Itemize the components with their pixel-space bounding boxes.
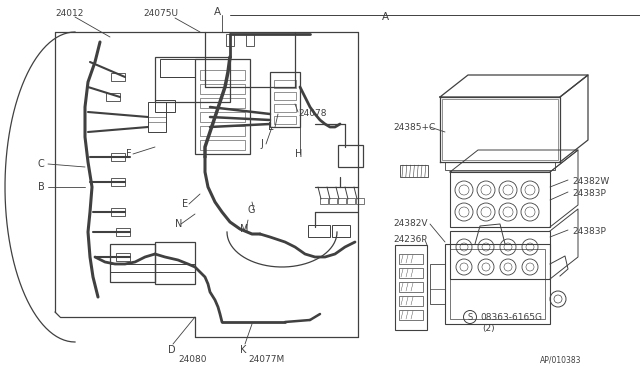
Text: F: F — [126, 149, 132, 159]
Bar — [226, 34, 234, 46]
Bar — [200, 70, 245, 80]
Text: AP/010383: AP/010383 — [540, 356, 582, 365]
Text: 24075U: 24075U — [143, 10, 178, 19]
Text: B: B — [38, 182, 45, 192]
Text: 24080: 24080 — [178, 356, 207, 365]
Text: N: N — [175, 219, 182, 229]
Bar — [274, 104, 296, 112]
Bar — [450, 172, 550, 227]
Bar — [399, 282, 423, 292]
Text: 24382V: 24382V — [393, 219, 428, 228]
Bar — [445, 244, 550, 324]
Bar — [442, 99, 558, 160]
Text: (2): (2) — [482, 324, 495, 333]
Bar — [332, 225, 350, 237]
Text: 24077M: 24077M — [248, 356, 284, 365]
Bar — [200, 84, 245, 94]
Bar — [155, 57, 230, 102]
Bar — [200, 112, 245, 122]
Text: 24382W: 24382W — [572, 177, 609, 186]
Bar — [399, 310, 423, 320]
Text: C: C — [38, 159, 45, 169]
Bar — [270, 72, 300, 127]
Bar — [160, 59, 195, 77]
Bar — [400, 165, 428, 177]
Text: M: M — [240, 224, 248, 234]
Bar — [200, 98, 245, 108]
Text: 24236P: 24236P — [393, 235, 427, 244]
Bar — [356, 198, 364, 204]
Bar — [338, 198, 346, 204]
Bar — [395, 245, 427, 330]
Text: 24385+C: 24385+C — [393, 122, 435, 131]
Text: 24078: 24078 — [298, 109, 326, 119]
Bar — [246, 34, 254, 46]
Text: J: J — [260, 139, 263, 149]
Bar — [111, 73, 125, 81]
Bar — [329, 198, 337, 204]
Bar — [274, 80, 296, 88]
Text: D: D — [168, 345, 175, 355]
Bar — [450, 249, 545, 319]
Bar — [200, 126, 245, 136]
Text: 24012: 24012 — [55, 10, 83, 19]
Bar — [110, 244, 155, 282]
Text: K: K — [240, 345, 246, 355]
Bar — [116, 228, 130, 236]
Bar — [274, 116, 296, 124]
Bar — [445, 162, 555, 170]
Text: H: H — [295, 149, 302, 159]
Bar — [399, 254, 423, 264]
Bar — [111, 208, 125, 216]
Text: E: E — [182, 199, 188, 209]
Bar — [347, 198, 355, 204]
Bar — [274, 92, 296, 100]
Text: A: A — [382, 12, 389, 22]
Bar — [111, 178, 125, 186]
Text: 24383P: 24383P — [572, 228, 606, 237]
Bar — [195, 59, 250, 154]
Bar — [148, 102, 166, 132]
Bar — [111, 153, 125, 161]
Bar — [320, 198, 328, 204]
Text: A: A — [214, 7, 221, 17]
Text: 24383P: 24383P — [572, 189, 606, 199]
Text: S: S — [467, 312, 472, 321]
Text: L: L — [268, 122, 273, 132]
Bar — [399, 296, 423, 306]
Text: G: G — [248, 205, 255, 215]
Bar — [338, 145, 363, 167]
Bar — [106, 93, 120, 101]
Text: 08363-6165G: 08363-6165G — [480, 312, 542, 321]
Bar — [155, 100, 175, 112]
Bar — [116, 253, 130, 261]
Bar — [430, 264, 445, 304]
Bar — [450, 231, 550, 279]
Bar — [200, 140, 245, 150]
Bar — [399, 268, 423, 278]
Bar — [155, 242, 195, 284]
Bar — [308, 225, 330, 237]
